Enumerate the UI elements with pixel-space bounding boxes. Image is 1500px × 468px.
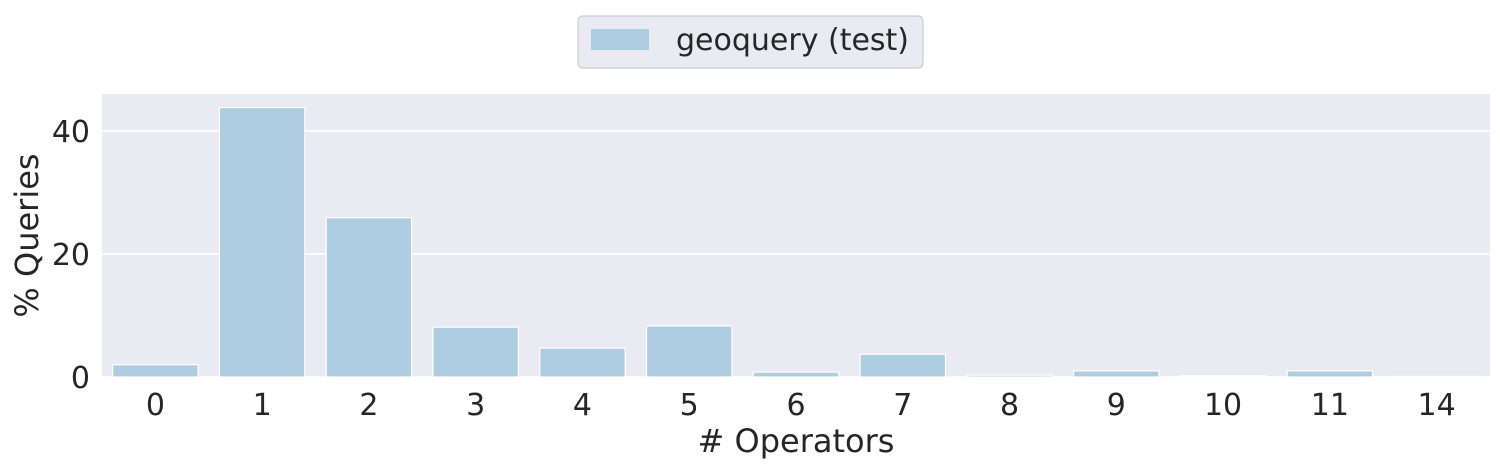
x-axis-label: # Operators [698,422,895,460]
bar [218,106,306,378]
bars [112,106,1480,378]
x-tick-label: 1 [253,388,272,423]
x-tick-label: 0 [146,388,165,423]
x-tick-label: 14 [1418,388,1456,423]
bar [112,364,199,378]
y-axis-ticks: 0 20 40 [52,115,90,396]
y-axis-label: % Queries [8,153,46,317]
x-tick-label: 10 [1204,388,1242,423]
bar [645,325,733,378]
legend: geoquery (test) [577,15,924,69]
bar [325,217,413,378]
x-tick-label: 9 [1107,388,1126,423]
bar [1072,370,1160,378]
bar [1179,375,1267,378]
bar [1393,375,1480,378]
bar [1286,370,1374,378]
y-tick-label: 40 [52,115,90,150]
bar [539,347,626,378]
y-tick-label: 20 [52,238,90,273]
x-tick-label: 5 [680,388,699,423]
bar [432,326,520,378]
x-tick-label: 8 [1000,388,1019,423]
legend-box [577,15,924,69]
x-tick-label: 6 [786,388,805,423]
x-tick-label: 3 [466,388,485,423]
bar [966,374,1053,378]
plot-area [102,94,1490,377]
bar [752,371,840,378]
legend-label: geoquery (test) [676,23,909,58]
x-tick-label: 4 [573,388,592,423]
bar [859,353,947,378]
y-tick-label: 0 [71,361,90,396]
x-tick-label: 7 [893,388,912,423]
legend-swatch [591,29,649,50]
x-axis-ticks: 0 1 2 3 4 5 6 7 8 9 10 11 14 [146,388,1456,423]
x-tick-label: 11 [1311,388,1349,423]
x-tick-label: 2 [359,388,378,423]
